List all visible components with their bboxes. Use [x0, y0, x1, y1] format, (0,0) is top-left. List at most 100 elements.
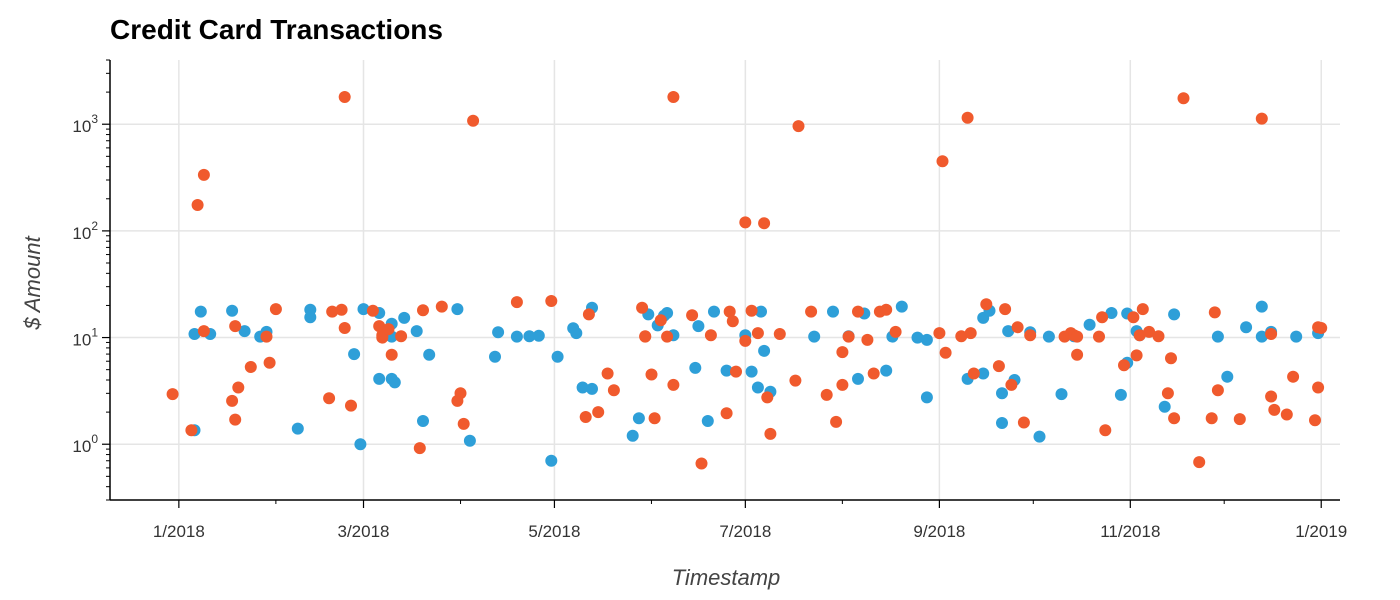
data-point-series-1	[1268, 403, 1281, 416]
data-point-series-1	[269, 303, 282, 316]
data-point-series-1	[1099, 424, 1112, 437]
data-point-series-1	[764, 427, 777, 440]
data-point-series-1	[345, 399, 357, 412]
data-point-series-1	[260, 330, 273, 343]
data-point-series-0	[463, 434, 476, 447]
data-point-series-1	[789, 374, 802, 387]
data-point-series-1	[1143, 325, 1156, 338]
data-point-series-1	[1265, 390, 1278, 403]
x-tick-label: 1/2019	[1295, 522, 1347, 541]
data-point-series-0	[451, 303, 464, 316]
data-point-series-1	[1133, 329, 1146, 342]
data-point-series-1	[373, 320, 386, 333]
data-point-series-0	[417, 415, 429, 427]
data-point-series-1	[1071, 330, 1084, 343]
x-tick-label: 11/2018	[1100, 522, 1160, 541]
data-point-series-1	[1165, 352, 1177, 365]
data-point-series-1	[761, 391, 774, 404]
data-point-series-1	[936, 155, 949, 168]
data-point-series-0	[194, 305, 207, 318]
data-point-series-1	[639, 330, 652, 343]
x-tick-label: 9/2018	[913, 522, 965, 541]
data-point-series-0	[523, 330, 536, 343]
data-point-series-1	[467, 114, 480, 127]
data-point-series-1	[197, 168, 210, 181]
x-tick-label: 5/2018	[528, 522, 580, 541]
data-point-series-0	[489, 350, 501, 363]
y-tick-base: 10	[72, 437, 91, 456]
data-point-series-1	[263, 356, 276, 369]
data-point-series-1	[645, 368, 658, 381]
data-point-series-1	[726, 315, 739, 328]
data-point-series-0	[1240, 321, 1253, 334]
y-tick-exponent: 1	[91, 326, 98, 340]
data-point-series-0	[1055, 388, 1068, 401]
data-point-series-1	[739, 334, 752, 347]
data-point-series-1	[830, 415, 843, 428]
y-tick-exponent: 0	[91, 432, 98, 446]
data-point-series-1	[1024, 329, 1037, 342]
data-point-series-1	[1011, 321, 1024, 334]
data-point-series-0	[357, 303, 370, 316]
data-point-series-0	[852, 372, 864, 385]
data-point-series-0	[510, 330, 523, 343]
data-point-series-1	[992, 360, 1005, 373]
data-point-series-1	[592, 406, 605, 419]
data-point-series-1	[376, 331, 389, 344]
data-point-series-0	[758, 344, 771, 357]
data-point-series-1	[820, 388, 833, 401]
data-point-series-1	[964, 327, 977, 340]
data-point-series-0	[1033, 430, 1046, 443]
data-point-series-0	[570, 327, 583, 340]
data-point-series-1	[1152, 330, 1165, 343]
data-point-series-1	[939, 346, 952, 359]
data-point-series-0	[398, 311, 411, 324]
data-point-series-1	[836, 346, 849, 359]
x-axis-label: Timestamp	[672, 565, 781, 590]
data-point-series-1	[723, 305, 736, 318]
data-point-series-1	[1280, 408, 1293, 421]
x-tick-label: 3/2018	[338, 522, 390, 541]
axis-layer: 1/2018 3/2018 5/2018 7/2018 9/2018 11/2018 1/2…	[72, 59, 1347, 541]
data-point-series-1	[185, 424, 198, 437]
data-point-series-0	[827, 305, 839, 318]
data-point-series-0	[492, 326, 505, 339]
data-point-series-1	[226, 394, 239, 407]
data-point-series-1	[435, 300, 448, 313]
data-point-series-0	[423, 348, 436, 361]
data-point-series-1	[1287, 370, 1300, 383]
data-point-series-1	[667, 91, 680, 103]
data-point-series-1	[395, 330, 408, 343]
data-point-series-0	[545, 454, 558, 467]
data-point-series-0	[692, 320, 705, 333]
data-point-series-1	[191, 199, 204, 211]
data-point-series-0	[1002, 325, 1015, 338]
data-point-series-1	[229, 320, 242, 333]
data-point-series-0	[880, 364, 893, 377]
data-point-series-1	[889, 325, 902, 338]
y-tick-base: 10	[72, 331, 91, 350]
data-point-series-1	[417, 304, 429, 317]
data-point-series-1	[1136, 303, 1149, 316]
data-point-series-1	[933, 327, 946, 340]
data-point-series-1	[323, 392, 336, 405]
data-point-series-1	[338, 91, 351, 103]
data-point-series-0	[1158, 400, 1171, 413]
data-point-series-1	[730, 365, 742, 378]
y-tick-label: 103	[72, 112, 98, 136]
data-point-series-1	[967, 367, 980, 380]
data-point-series-1	[1265, 328, 1278, 340]
data-point-series-0	[911, 331, 924, 344]
data-point-series-1	[880, 303, 893, 316]
y-tick-label: 101	[72, 326, 98, 350]
data-point-series-0	[532, 329, 545, 342]
y-tick-label: 100	[72, 432, 98, 456]
data-point-series-1	[661, 330, 674, 343]
data-point-series-0	[977, 367, 990, 380]
data-point-series-0	[755, 305, 767, 318]
data-point-series-0	[188, 328, 201, 340]
data-point-series-1	[1093, 330, 1105, 343]
data-point-series-1	[1211, 384, 1224, 397]
data-point-series-1	[579, 411, 592, 423]
data-point-series-0	[701, 415, 714, 427]
